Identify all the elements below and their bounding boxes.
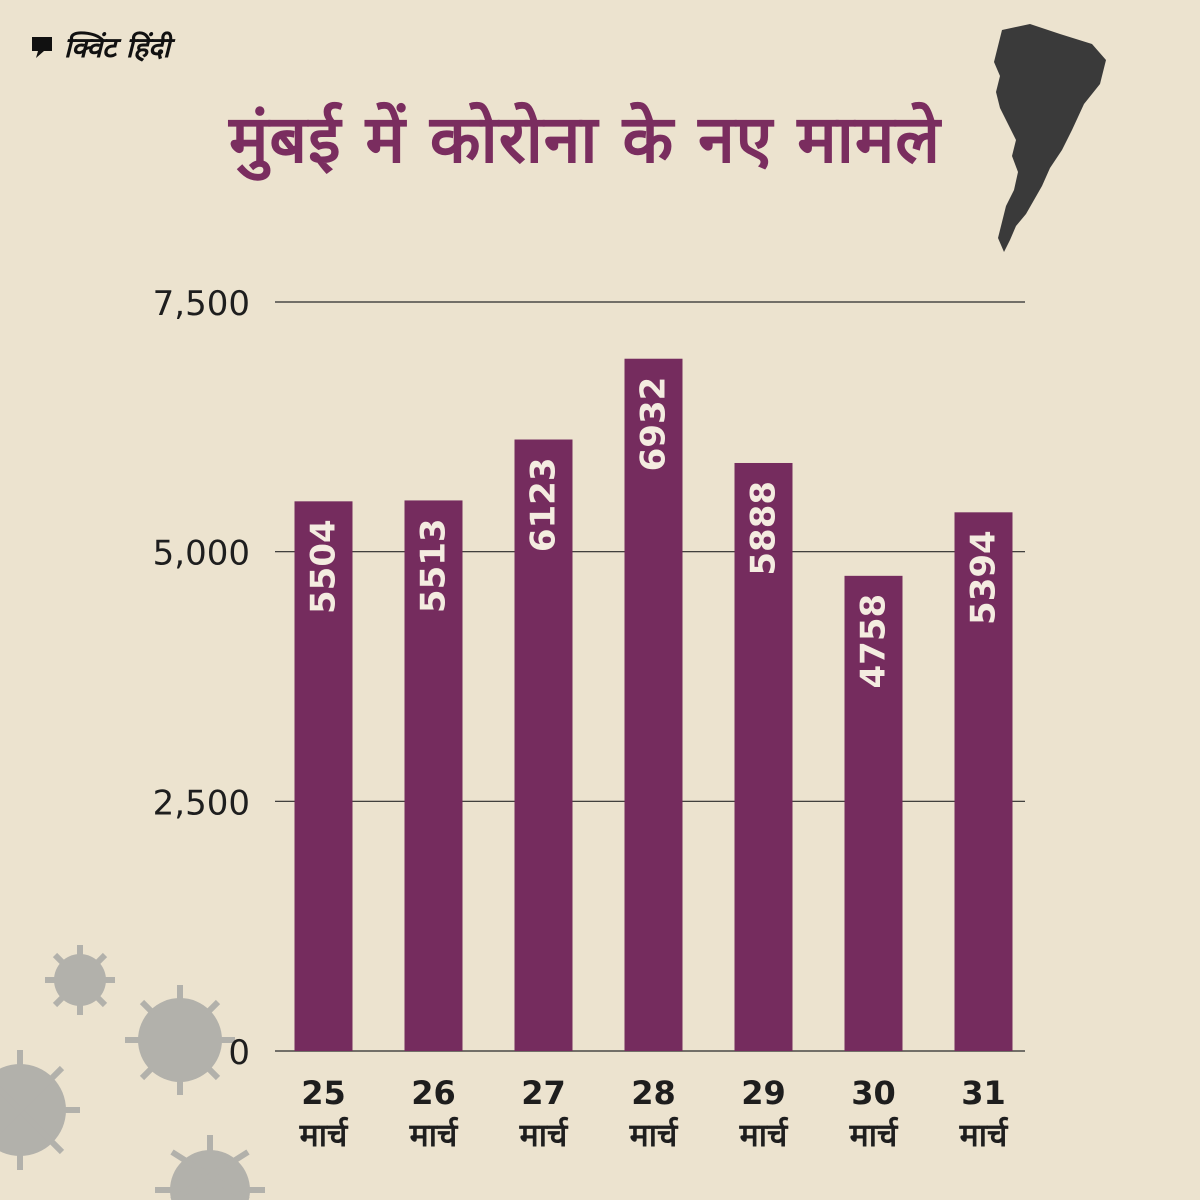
- x-tick-day: 25: [301, 1074, 346, 1112]
- quote-logo-icon: [32, 37, 52, 58]
- data-label: 5888: [744, 481, 784, 576]
- bar: [844, 575, 903, 1051]
- data-label: 5513: [414, 518, 454, 613]
- x-tick-month: मार्च: [849, 1116, 899, 1154]
- bar: [294, 501, 353, 1051]
- virus-icon: [45, 945, 115, 1015]
- data-label: 6932: [634, 377, 674, 472]
- data-label: 5394: [964, 530, 1004, 625]
- bar: [404, 500, 463, 1051]
- x-tick-month: मार्च: [629, 1116, 679, 1154]
- x-tick-month: मार्च: [959, 1116, 1009, 1154]
- x-tick-day: 26: [411, 1074, 456, 1112]
- x-axis-ticks: 25 मार्च 26 मार्च 27 मार्च 28 मार्च 29 मार्च 30 मार…: [299, 1074, 1009, 1154]
- x-tick-day: 28: [631, 1074, 676, 1112]
- mumbai-map-icon: [994, 24, 1106, 252]
- y-tick-label: 0: [228, 1033, 250, 1073]
- data-label: 4758: [854, 594, 894, 689]
- virus-icon: [125, 985, 235, 1095]
- x-tick-month: मार्च: [409, 1116, 459, 1154]
- x-tick-month: मार्च: [299, 1116, 349, 1154]
- brand-name: क्विंट हिंदी: [64, 31, 171, 64]
- data-labels: 5504 5513 6123 6932 5888 4758 5394: [304, 377, 1004, 689]
- bar: [954, 512, 1013, 1051]
- brand-logo: क्विंट हिंदी: [30, 28, 170, 66]
- y-tick-label: 5,000: [153, 534, 250, 574]
- y-tick-label: 2,500: [153, 783, 250, 823]
- bar: [514, 439, 573, 1052]
- bars: [294, 358, 1013, 1052]
- x-tick-month: मार्च: [739, 1116, 789, 1154]
- bar: [624, 358, 683, 1052]
- x-tick-day: 27: [521, 1074, 566, 1112]
- data-label: 5504: [304, 519, 344, 614]
- virus-icon: [0, 1050, 80, 1170]
- bar: [734, 462, 793, 1051]
- x-tick-day: 30: [851, 1074, 896, 1112]
- x-tick-day: 31: [961, 1074, 1006, 1112]
- y-axis-ticks: 0 2,500 5,000 7,500: [153, 284, 250, 1073]
- y-tick-label: 7,500: [153, 284, 250, 324]
- virus-decoration: [0, 945, 265, 1200]
- chart-title: मुंबई में कोरोना के नए मामले: [228, 101, 942, 178]
- virus-icon: [155, 1135, 265, 1200]
- x-tick-day: 29: [741, 1074, 786, 1112]
- data-label: 6123: [524, 458, 564, 553]
- x-tick-month: मार्च: [519, 1116, 569, 1154]
